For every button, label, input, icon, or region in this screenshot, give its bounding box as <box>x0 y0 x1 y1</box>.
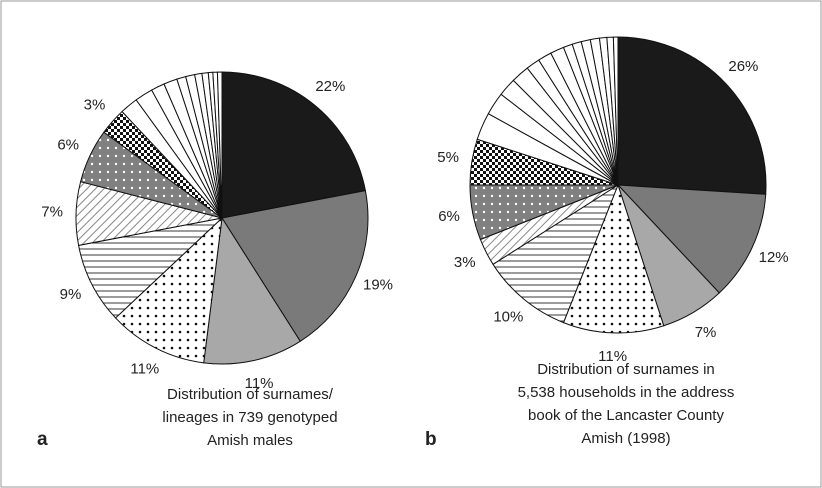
pie-slice <box>203 216 301 365</box>
pie-slice <box>221 190 369 342</box>
caption-line: book of the Lancaster County <box>528 407 724 424</box>
slice-label: 22% <box>315 78 345 95</box>
slice-label: 7% <box>695 324 717 341</box>
slice-label: 6% <box>57 137 79 154</box>
pie-slice <box>616 184 767 294</box>
slice-label: 12% <box>759 249 789 266</box>
slice-label: 11% <box>245 375 274 392</box>
caption-line: Distribution of surnames in <box>537 361 715 378</box>
pie-slice <box>612 36 619 186</box>
caption-line: 5,538 households in the address <box>518 384 735 401</box>
pie-slice <box>562 183 665 334</box>
slice-label: 5% <box>437 149 459 166</box>
caption-line: Amish males <box>207 432 293 449</box>
slice-label: 7% <box>41 204 63 221</box>
slice-label: 19% <box>363 276 393 293</box>
pie-slice <box>221 71 366 219</box>
slice-label: 10% <box>493 308 523 325</box>
slice-label: 6% <box>438 208 460 225</box>
caption-line: Distribution of surnames/ <box>167 386 334 403</box>
caption-line: Amish (1998) <box>581 430 670 447</box>
slice-label: 11% <box>130 360 159 377</box>
caption-line: lineages in 739 genotyped <box>162 409 337 426</box>
pie-slice <box>492 183 620 324</box>
slice-label: 26% <box>728 58 758 75</box>
panel-label: b <box>425 429 437 450</box>
pie-slice <box>216 71 223 219</box>
pie-slice <box>114 216 223 364</box>
slice-label: 11% <box>598 348 627 365</box>
pie-slice <box>78 217 224 319</box>
slice-label: 9% <box>60 286 82 303</box>
slice-label: 3% <box>454 254 476 271</box>
panel-label: a <box>37 429 48 450</box>
slice-label: 3% <box>84 97 106 114</box>
pie-slice <box>617 36 767 195</box>
